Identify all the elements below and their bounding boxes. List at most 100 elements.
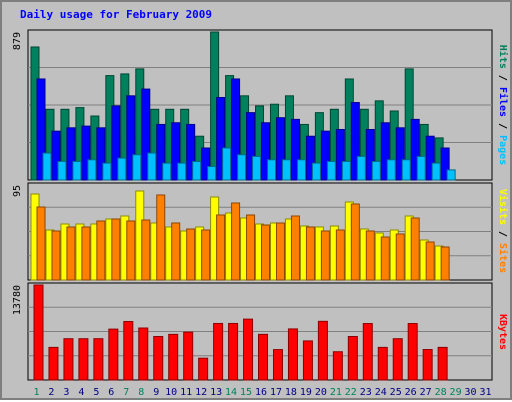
day-label-3: 3 bbox=[63, 387, 69, 398]
bar-kbytes-day-13 bbox=[213, 322, 224, 381]
bar-pages-day-5 bbox=[102, 162, 112, 181]
bar-files-day-17 bbox=[275, 117, 285, 181]
bar-files-day-5 bbox=[96, 127, 106, 181]
chart-title: Daily usage for February 2009 bbox=[20, 8, 213, 21]
bar-kbytes-day-28 bbox=[437, 346, 448, 381]
bar-files-day-21 bbox=[335, 128, 345, 181]
bar-files-day-23 bbox=[365, 128, 375, 181]
bar-sites-day-4 bbox=[81, 226, 91, 281]
day-label-18: 18 bbox=[285, 387, 297, 398]
bar-pages-day-3 bbox=[72, 160, 82, 181]
bar-pages-day-27 bbox=[431, 162, 441, 181]
ymax-label-kbytes: 13780 bbox=[12, 285, 23, 315]
bar-sites-day-19 bbox=[305, 226, 315, 281]
bar-sites-day-28 bbox=[440, 246, 450, 281]
day-label-31: 31 bbox=[479, 387, 491, 398]
bar-kbytes-day-26 bbox=[407, 323, 418, 381]
bar-kbytes-day-16 bbox=[258, 333, 269, 381]
bar-sites-day-13 bbox=[216, 214, 226, 281]
bar-sites-day-17 bbox=[275, 222, 285, 281]
bar-kbytes-day-1 bbox=[33, 284, 44, 381]
day-label-13: 13 bbox=[210, 387, 222, 398]
bar-files-day-20 bbox=[320, 130, 330, 181]
bar-pages-day-8 bbox=[147, 152, 157, 181]
day-label-9: 9 bbox=[153, 387, 159, 398]
bar-files-day-16 bbox=[261, 122, 271, 181]
day-label-8: 8 bbox=[138, 387, 144, 398]
bar-sites-day-12 bbox=[201, 229, 211, 281]
bar-kbytes-day-17 bbox=[272, 349, 283, 381]
bar-sites-day-16 bbox=[261, 224, 271, 281]
bar-sites-day-8 bbox=[141, 219, 151, 281]
bar-files-day-14 bbox=[231, 78, 241, 181]
bar-pages-day-4 bbox=[87, 159, 97, 181]
bar-files-day-2 bbox=[51, 130, 61, 181]
bar-files-day-10 bbox=[171, 122, 181, 181]
bar-pages-day-11 bbox=[192, 160, 202, 181]
bar-pages-day-10 bbox=[177, 162, 187, 181]
bar-sites-day-15 bbox=[246, 214, 256, 281]
bar-sites-day-9 bbox=[156, 194, 166, 281]
bar-sites-day-6 bbox=[111, 218, 121, 281]
bar-pages-day-17 bbox=[281, 159, 291, 181]
bar-pages-day-26 bbox=[416, 155, 426, 181]
bar-files-day-27 bbox=[425, 135, 435, 181]
day-label-4: 4 bbox=[78, 387, 84, 398]
day-label-26: 26 bbox=[405, 387, 417, 398]
bar-files-day-12 bbox=[201, 147, 211, 181]
ymax-label-hits-files-pages: 879 bbox=[12, 32, 23, 50]
day-label-22: 22 bbox=[345, 387, 357, 398]
bar-sites-day-23 bbox=[365, 230, 375, 281]
bar-sites-day-24 bbox=[380, 236, 390, 281]
bar-pages-day-24 bbox=[386, 159, 396, 181]
bar-files-day-18 bbox=[290, 118, 300, 181]
bar-pages-day-18 bbox=[296, 159, 306, 181]
bar-files-day-26 bbox=[410, 118, 420, 181]
bar-files-day-8 bbox=[141, 88, 151, 181]
bar-files-day-22 bbox=[350, 102, 360, 181]
day-label-17: 17 bbox=[270, 387, 282, 398]
day-label-16: 16 bbox=[255, 387, 267, 398]
bar-pages-day-9 bbox=[162, 162, 172, 181]
bar-kbytes-day-22 bbox=[347, 335, 358, 381]
bar-sites-day-25 bbox=[395, 233, 405, 281]
bar-kbytes-day-18 bbox=[287, 328, 298, 381]
bar-pages-day-22 bbox=[356, 155, 366, 181]
bar-pages-day-1 bbox=[42, 152, 52, 181]
bar-kbytes-day-12 bbox=[198, 357, 209, 381]
day-label-21: 21 bbox=[330, 387, 342, 398]
bar-pages-day-19 bbox=[311, 162, 321, 181]
day-label-25: 25 bbox=[390, 387, 402, 398]
bar-files-day-15 bbox=[246, 112, 256, 181]
bar-files-day-19 bbox=[305, 135, 315, 181]
day-label-6: 6 bbox=[108, 387, 114, 398]
day-label-27: 27 bbox=[420, 387, 432, 398]
bar-sites-day-3 bbox=[66, 226, 76, 281]
day-label-28: 28 bbox=[435, 387, 447, 398]
bar-kbytes-day-15 bbox=[243, 318, 254, 381]
legend-pages-files-hits: Hits / Files / Pages bbox=[497, 45, 509, 165]
bar-sites-day-5 bbox=[96, 220, 106, 281]
day-label-29: 29 bbox=[450, 387, 462, 398]
bar-kbytes-day-19 bbox=[302, 340, 313, 381]
day-label-30: 30 bbox=[465, 387, 477, 398]
bar-sites-day-18 bbox=[290, 215, 300, 281]
bar-kbytes-day-24 bbox=[377, 346, 388, 381]
bar-files-day-3 bbox=[66, 127, 76, 181]
bar-sites-day-22 bbox=[350, 203, 360, 281]
bar-kbytes-day-21 bbox=[332, 351, 343, 381]
bar-kbytes-day-14 bbox=[228, 322, 239, 381]
bar-kbytes-day-23 bbox=[362, 323, 373, 381]
bar-kbytes-day-10 bbox=[168, 333, 179, 381]
bar-kbytes-day-2 bbox=[48, 346, 59, 381]
bar-sites-day-7 bbox=[126, 220, 136, 281]
bar-kbytes-day-27 bbox=[422, 349, 433, 381]
ymax-label-visits-sites: 95 bbox=[12, 185, 23, 197]
bar-files-day-1 bbox=[36, 78, 46, 181]
day-label-5: 5 bbox=[93, 387, 99, 398]
day-label-19: 19 bbox=[300, 387, 312, 398]
bar-sites-day-11 bbox=[186, 228, 196, 281]
bar-sites-day-10 bbox=[171, 222, 181, 281]
bar-sites-day-26 bbox=[410, 217, 420, 281]
day-label-10: 10 bbox=[165, 387, 177, 398]
